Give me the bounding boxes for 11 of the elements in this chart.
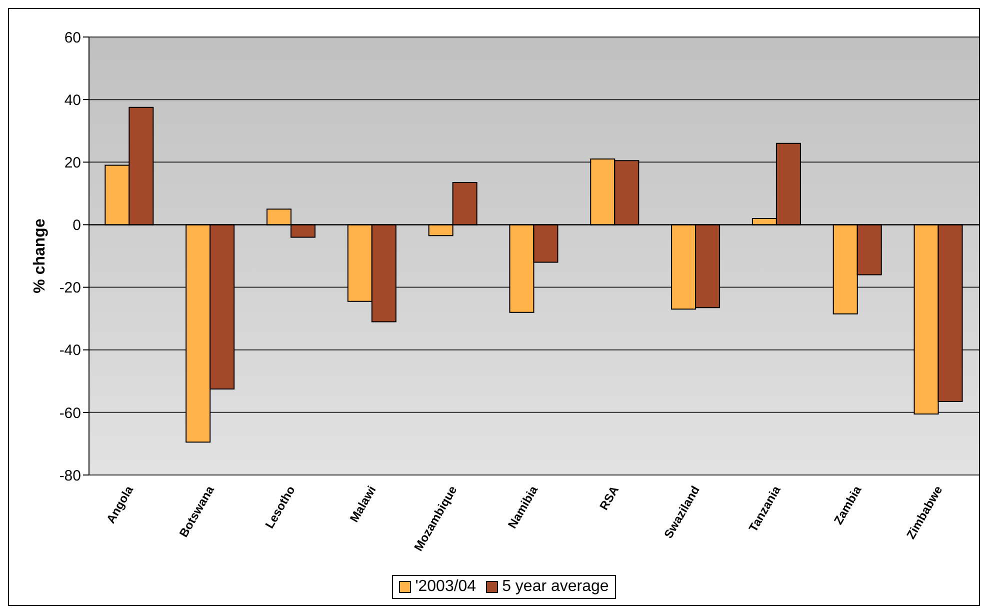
y-tick-label: -80 — [59, 467, 81, 484]
legend-label: 5 year average — [501, 578, 609, 596]
y-tick-label: -60 — [59, 404, 81, 422]
legend-label: '2003/04 — [414, 578, 476, 596]
y-tick-label: 60 — [64, 29, 81, 46]
y-tick-label: 20 — [64, 154, 81, 172]
y-tick-label: -40 — [59, 342, 81, 360]
y-tick-label: -20 — [59, 280, 81, 297]
y-axis-title: % change — [32, 218, 49, 294]
y-tick-label: 40 — [64, 92, 81, 109]
y-tick-label: 0 — [72, 217, 81, 234]
